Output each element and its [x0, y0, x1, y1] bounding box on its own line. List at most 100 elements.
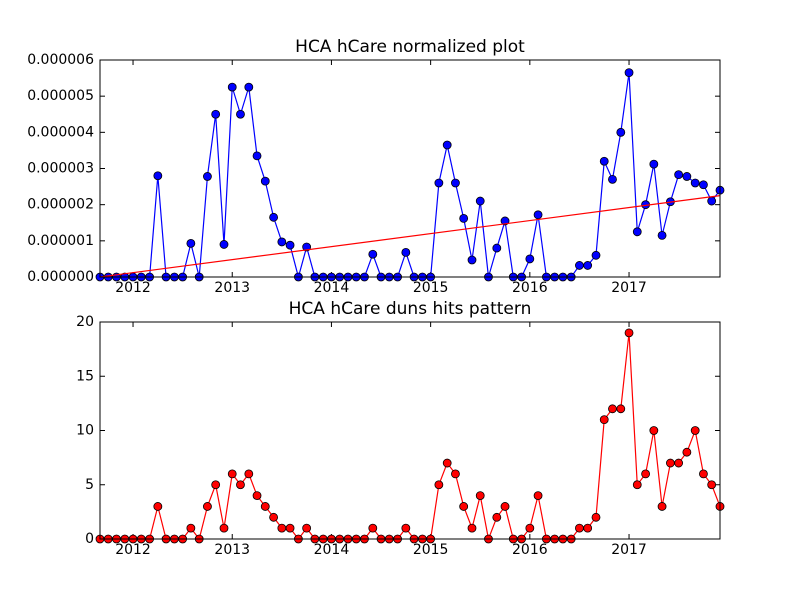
marker [583, 261, 593, 270]
marker [302, 242, 312, 252]
marker [616, 404, 626, 414]
chart-title: HCA hCare duns hits pattern [289, 299, 532, 319]
y-tick-label: 0.000002 [27, 197, 94, 213]
series-line [100, 72, 721, 280]
y-tick-label: 15 [76, 368, 94, 384]
x-tick-label: 2015 [413, 280, 449, 296]
y-tick-label: 0.000005 [27, 88, 94, 104]
x-tick-label: 2014 [314, 280, 350, 296]
y-tick-label: 0 [85, 531, 94, 547]
marker [244, 82, 254, 92]
marker [632, 480, 642, 490]
marker [583, 523, 593, 533]
marker [244, 469, 254, 479]
chart-title: HCA hCare normalized plot [295, 37, 525, 57]
marker [442, 140, 452, 150]
marker [236, 109, 245, 119]
marker [690, 178, 700, 188]
marker [401, 523, 411, 533]
marker [211, 480, 221, 490]
marker [285, 240, 295, 250]
marker [699, 469, 708, 479]
marker [252, 491, 262, 501]
marker [624, 328, 634, 338]
marker [616, 127, 626, 137]
marker [682, 172, 692, 181]
y-tick-label: 20 [76, 314, 94, 330]
marker [260, 502, 270, 511]
marker [649, 426, 659, 435]
marker [492, 243, 502, 253]
marker [525, 254, 535, 264]
marker [227, 469, 237, 479]
x-tick-label: 2017 [611, 542, 647, 558]
marker [525, 523, 535, 533]
y-tick-label: 0.000000 [27, 269, 94, 285]
marker [599, 415, 609, 425]
marker [649, 159, 659, 169]
marker [219, 523, 229, 533]
marker [657, 502, 667, 511]
marker [699, 180, 708, 190]
x-tick-label: 2016 [512, 542, 548, 558]
marker [252, 151, 262, 161]
x-tick-label: 2017 [611, 280, 647, 296]
marker [707, 196, 717, 206]
marker [442, 458, 452, 468]
marker [475, 196, 485, 206]
marker [533, 210, 543, 220]
marker [203, 502, 212, 511]
marker [434, 480, 444, 490]
axes-frame [99, 321, 721, 540]
marker [434, 178, 444, 188]
marker [674, 458, 684, 468]
marker [591, 512, 601, 522]
marker [302, 523, 312, 533]
plot-area [100, 322, 720, 539]
x-tick-label: 2013 [214, 280, 250, 296]
marker [641, 469, 650, 479]
marker [500, 502, 510, 511]
marker [467, 523, 477, 533]
x-tick-label: 2013 [214, 542, 250, 558]
marker [608, 174, 617, 184]
marker [285, 523, 295, 533]
marker [203, 172, 212, 181]
y-tick-label: 10 [76, 423, 94, 439]
marker [269, 212, 279, 222]
y-tick-label: 0.000001 [27, 233, 94, 249]
marker [475, 491, 485, 501]
marker [608, 404, 617, 414]
marker [624, 68, 634, 78]
marker [533, 491, 543, 501]
marker [269, 512, 279, 522]
marker [451, 178, 460, 188]
marker [674, 170, 684, 180]
marker [690, 426, 700, 435]
marker [153, 171, 163, 181]
marker [575, 523, 584, 533]
marker [260, 176, 270, 186]
marker [186, 238, 196, 248]
marker [459, 502, 469, 511]
marker [575, 261, 584, 270]
marker [227, 82, 237, 92]
marker [236, 480, 245, 490]
marker [368, 523, 378, 533]
x-tick-label: 2012 [115, 280, 151, 296]
y-tick-label: 0.000003 [27, 161, 94, 177]
y-tick-label: 5 [85, 477, 94, 493]
marker [492, 512, 502, 522]
y-tick-label: 0.000004 [27, 124, 94, 140]
marker [277, 523, 287, 533]
x-tick-label: 2012 [115, 542, 151, 558]
marker [186, 523, 196, 533]
trend-line [99, 195, 721, 278]
marker [219, 240, 229, 249]
marker [451, 469, 460, 479]
marker [657, 231, 667, 240]
marker [467, 255, 477, 265]
marker [401, 248, 411, 257]
marker [368, 249, 378, 259]
